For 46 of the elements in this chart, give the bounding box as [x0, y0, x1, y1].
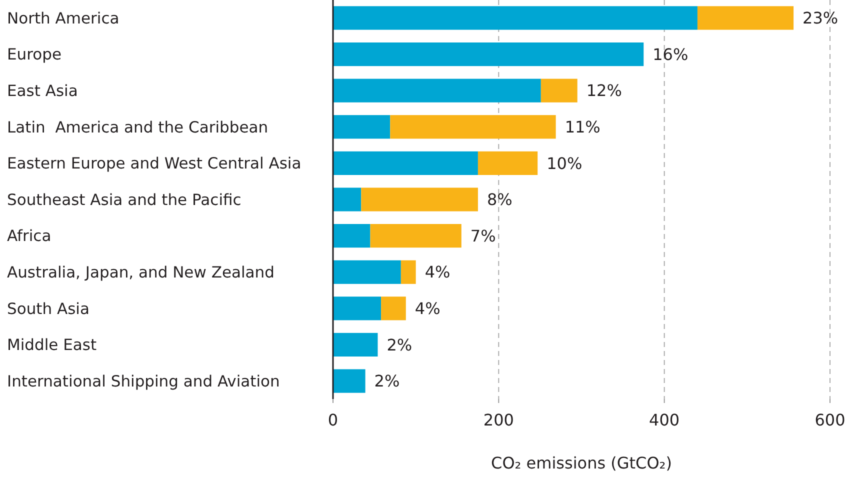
bar [333, 6, 698, 30]
bar [333, 42, 644, 66]
y-tick-label: Europe [7, 46, 62, 64]
bar [370, 224, 462, 248]
bar [400, 260, 416, 284]
annotation: 4% [414, 299, 440, 318]
x-axis-title: CO₂ emissions (GtCO₂) [491, 454, 672, 473]
bar [540, 78, 578, 102]
annotation: 10% [546, 154, 582, 173]
bar [333, 78, 541, 102]
x-tick-label: 600 [814, 410, 846, 430]
annotation: 12% [586, 81, 622, 100]
bar [697, 6, 794, 30]
x-tick-label: 400 [649, 410, 680, 430]
annotation: 2% [374, 372, 400, 391]
annotation: 7% [470, 226, 496, 246]
y-tick-label: Eastern Europe and West Central Asia [7, 154, 302, 173]
bar [333, 151, 478, 175]
bar [333, 369, 366, 393]
x-tick-label: 200 [483, 410, 514, 430]
y-tick-label: Southeast Asia and the Pacific [7, 190, 242, 209]
bar [333, 296, 382, 320]
y-tick-label: North America [7, 9, 120, 28]
annotation: 16% [652, 44, 688, 64]
annotation: 4% [424, 262, 450, 282]
y-tick-label: East Asia [7, 82, 78, 100]
bar [361, 188, 478, 212]
annotation: 2% [386, 335, 412, 354]
annotation: 11% [564, 117, 600, 136]
bar [333, 332, 378, 357]
bar [381, 296, 406, 320]
bar [333, 224, 370, 248]
y-tick-label: International Shipping and Aviation [7, 372, 280, 390]
bar [333, 115, 390, 139]
bar [390, 115, 556, 139]
y-tick-label: Australia, Japan, and New Zealand [7, 264, 274, 282]
bar [333, 188, 362, 212]
annotation: 23% [802, 8, 838, 28]
y-tick-label: South Asia [7, 300, 90, 318]
annotation: 8% [486, 190, 512, 210]
y-tick-label: Middle East [7, 336, 97, 354]
y-tick-label: Latin America and the Caribbean [7, 118, 268, 136]
bar [333, 260, 401, 284]
x-tick-label: 0 [328, 410, 338, 430]
bar [478, 151, 538, 175]
y-tick-label: Africa [7, 227, 52, 246]
